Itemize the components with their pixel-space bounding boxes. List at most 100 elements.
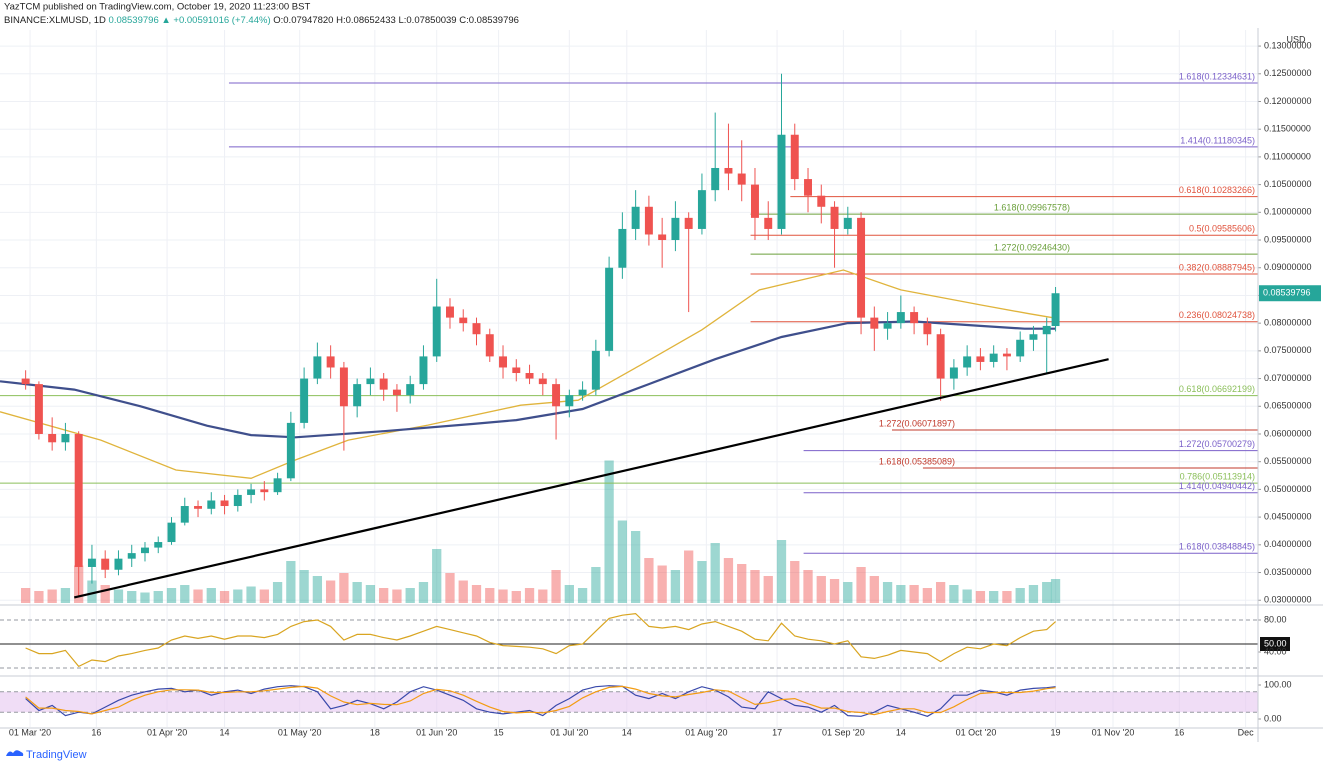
volume-bar — [604, 460, 614, 603]
y-tick-label: 0.06000000 — [1264, 428, 1312, 438]
candle-body — [750, 184, 759, 218]
candle-body — [591, 350, 600, 390]
volume-bar — [485, 588, 495, 603]
candle-body — [313, 356, 322, 379]
volume-bar — [206, 588, 216, 603]
candle-body — [896, 312, 905, 324]
candle-body — [830, 206, 839, 229]
open: O:0.07947820 — [273, 15, 333, 26]
candle-body — [764, 217, 773, 229]
y-tick-label: 0.13000000 — [1264, 40, 1312, 50]
volume-bar — [418, 582, 429, 603]
volume-bar — [379, 588, 389, 603]
volume-bar — [684, 550, 694, 603]
candle-body — [48, 433, 57, 443]
candle-body — [1002, 353, 1011, 357]
fib-label: 1.414(0.04940442) — [1179, 481, 1255, 491]
volume-bar — [882, 582, 893, 603]
y-tick-label: 0.04500000 — [1264, 511, 1312, 521]
symbol-line: BINANCE:XLMUSD, 1D 0.08539796 ▲ +0.00591… — [4, 15, 519, 26]
y-tick-label: 0.08000000 — [1264, 318, 1312, 328]
candle-body — [843, 217, 852, 229]
brand-logo: TradingView — [6, 749, 87, 761]
candle-body — [525, 373, 534, 379]
volume-bar — [47, 589, 57, 603]
brand-icon — [6, 750, 24, 756]
y-tick-label: 100.00 — [1264, 679, 1292, 689]
volume-bar — [816, 576, 826, 603]
volume-bar — [869, 576, 879, 603]
volume-bar — [856, 567, 866, 603]
candle-body — [366, 378, 375, 385]
volume-bar — [737, 564, 747, 603]
volume-bar — [219, 591, 230, 603]
volume-bar — [657, 565, 667, 603]
candle-body — [631, 206, 640, 229]
candle-body — [127, 553, 136, 559]
candle-body — [989, 353, 998, 362]
y-tick-label: 0.05000000 — [1264, 484, 1312, 494]
volume-bar — [935, 582, 946, 603]
candle-body — [180, 506, 189, 523]
indicator-line — [25, 685, 1056, 716]
x-tick-label: 01 Jul '20 — [550, 727, 588, 737]
x-tick-label: 01 Nov '20 — [1092, 727, 1135, 737]
moving-average — [0, 320, 1056, 439]
candle-body — [353, 384, 362, 407]
volume-bar — [511, 591, 521, 603]
volume-bar — [1028, 585, 1039, 603]
volume-bar — [471, 585, 482, 603]
volume-bar — [87, 580, 97, 603]
candle-body — [247, 489, 256, 495]
volume-bar — [538, 589, 548, 603]
volume-bar — [193, 589, 203, 603]
candle-body — [1051, 293, 1060, 327]
volume-bar — [286, 561, 296, 603]
fib-label: 1.414(0.11180345) — [1180, 135, 1255, 145]
volume-bar — [153, 591, 163, 603]
candle-body — [233, 494, 242, 507]
volume-bar — [697, 561, 707, 603]
fib-label: 0.5(0.09585606) — [1189, 224, 1255, 234]
y-tick-label: 0.07500000 — [1264, 345, 1312, 355]
volume-bar — [750, 570, 760, 603]
candle-body — [777, 134, 786, 229]
candle-body — [300, 378, 309, 423]
fib-label: 0.618(0.06692199) — [1179, 384, 1255, 394]
volume-bar — [312, 576, 323, 603]
low: L:0.07850039 — [398, 15, 456, 26]
candle-body — [446, 306, 454, 318]
candle-body — [392, 389, 401, 396]
candle-body — [976, 356, 985, 362]
volume-bar — [975, 591, 986, 603]
candle-body — [949, 367, 958, 379]
price-label-box — [1259, 285, 1321, 302]
volume-bar — [591, 567, 601, 603]
fib-label: 1.618(0.05385089) — [879, 456, 955, 466]
candle-body — [326, 356, 335, 368]
x-tick-label: 15 — [494, 727, 504, 737]
y-tick-label: 0.00 — [1264, 713, 1282, 723]
candle-body — [194, 506, 203, 509]
candle-body — [684, 217, 693, 229]
volume-bar — [34, 591, 44, 603]
volume-bar — [617, 520, 628, 603]
volume-bar — [1015, 588, 1025, 603]
fib-label: 0.382(0.08887945) — [1179, 262, 1255, 272]
candle-body — [141, 547, 149, 554]
volume-bar — [1042, 582, 1052, 603]
last-price: 0.08539796 — [109, 15, 159, 26]
y-tick-label: 0.03000000 — [1264, 595, 1312, 605]
volume-bar — [524, 588, 535, 603]
candle-body — [220, 500, 229, 507]
change: ▲ +0.00591016 (+7.44%) — [161, 15, 270, 26]
y-tick-label: 0.03500000 — [1264, 567, 1312, 577]
candle-body — [817, 195, 826, 207]
candle-body — [472, 323, 481, 335]
volume-bar — [100, 585, 110, 603]
price-label: 0.08539796 — [1263, 288, 1311, 298]
candle-body — [605, 267, 614, 351]
candle-body — [273, 478, 282, 493]
y-tick-label: 50.00 — [1264, 638, 1287, 648]
